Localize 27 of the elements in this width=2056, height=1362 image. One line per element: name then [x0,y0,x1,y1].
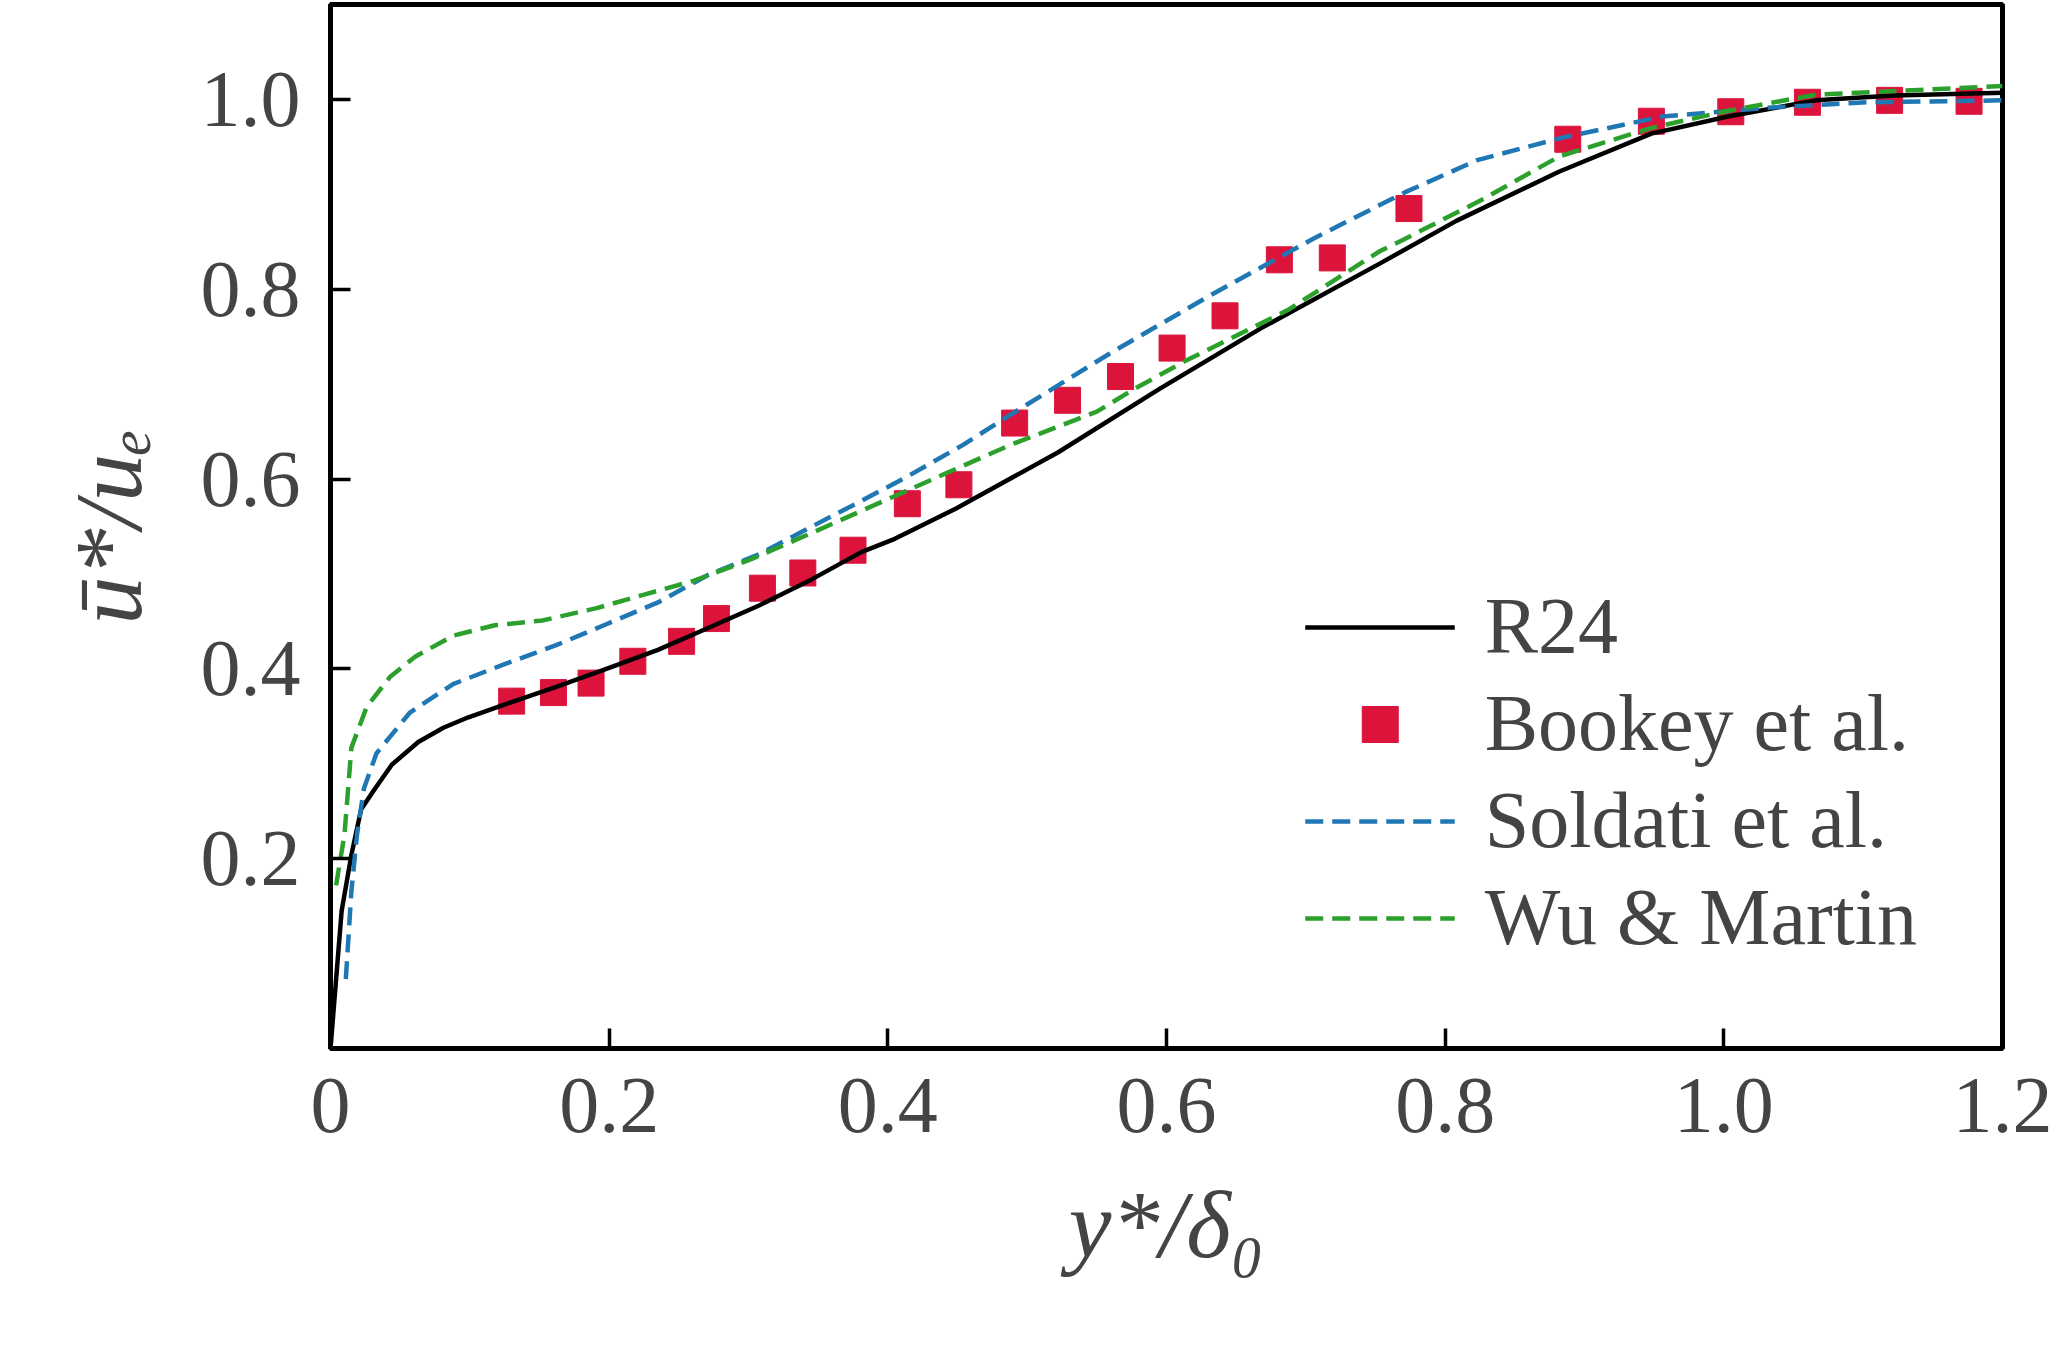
point [1211,302,1239,330]
point [1107,363,1135,391]
y-tick-label: 0.2 [200,814,301,903]
x-tick-label: 0.4 [837,1060,938,1149]
x-tick-label: 1.2 [1952,1060,2053,1149]
y-tick-label: 1.0 [200,54,301,143]
point [893,490,921,518]
point [1318,244,1346,272]
y-tick-label: 0.4 [200,624,301,713]
x-tick-label: 0.6 [1116,1060,1217,1149]
y-axis-title: ū*/uₑ [54,428,162,625]
legend-label: Bookey et al. [1484,678,1910,769]
x-axis-title: y*/δ₀ [1059,1170,1265,1278]
point [1395,195,1423,223]
point [1158,334,1186,362]
x-tick-label: 0 [310,1060,351,1149]
y-tick-label: 0.6 [200,434,301,523]
legend-label: Soldati et al. [1484,775,1887,866]
point [1054,386,1082,414]
x-tick-label: 1.0 [1673,1060,1774,1149]
x-tick-label: 0.2 [559,1060,660,1149]
point [748,574,776,602]
legend-label: R24 [1484,581,1619,672]
y-tick-label: 0.8 [200,244,301,333]
point [945,471,973,499]
legend-label: Wu & Martin [1484,872,1917,963]
x-tick-label: 0.8 [1395,1060,1496,1149]
